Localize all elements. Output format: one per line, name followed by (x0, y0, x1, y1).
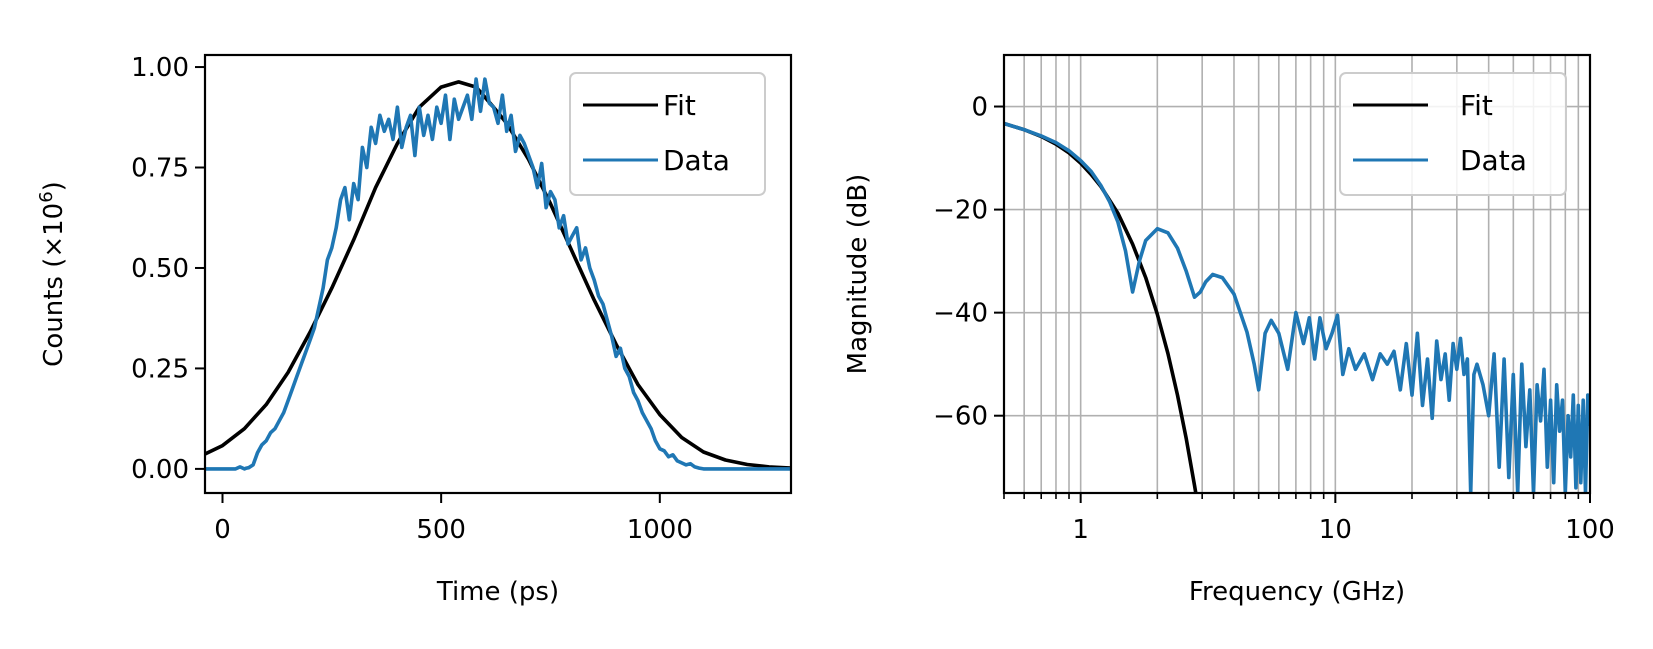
frequency-domain-legend-box (1339, 72, 1567, 196)
y-tick-label: 1.00 (131, 53, 189, 83)
x-tick-label: 0 (214, 515, 231, 545)
time-domain-plot-area (205, 77, 791, 471)
time-domain-legend-data-label: Data (663, 144, 730, 177)
frequency-domain-chart: 1 10 100 0 −20 −40 −60 Frequency (GHz) Magnit… (843, 53, 1615, 607)
x-tick-label: 100 (1565, 515, 1615, 545)
time-domain-chart: 0 500 1000 0.000.250.500.751.00 Time (ps) … (36, 53, 793, 607)
frequency-domain-y-ticks: 0 −20 −40 −60 (933, 93, 1004, 432)
time-domain-legend-fit-label: Fit (663, 89, 696, 122)
frequency-domain-y-label: Magnitude (dB) (843, 174, 873, 375)
frequency-domain-x-ticks: 1 10 100 (1003, 493, 1615, 545)
time-domain-x-label: Time (ps) (436, 577, 559, 607)
series-fit-line (1004, 121, 1198, 493)
frequency-domain-plot-area (1004, 121, 1590, 493)
series-data-line (1004, 121, 1590, 493)
y-tick-label: 0.00 (131, 455, 189, 485)
time-domain-legend: Fit Data (569, 72, 766, 196)
y-tick-label: −60 (933, 402, 988, 432)
x-tick-label: 1 (1072, 515, 1089, 545)
y-tick-label: −40 (933, 299, 988, 329)
y-tick-label: 0.75 (131, 154, 189, 184)
time-domain-x-ticks: 0 500 1000 (214, 493, 693, 545)
y-tick-label: −20 (933, 196, 988, 226)
y-tick-label: 0 (971, 93, 988, 123)
frequency-domain-x-label: Frequency (GHz) (1189, 577, 1405, 607)
x-tick-label: 500 (416, 515, 466, 545)
frequency-domain-frame (1002, 53, 1592, 495)
frequency-domain-legend-fit-label: Fit (1460, 89, 1493, 122)
time-domain-frame (203, 53, 793, 495)
time-domain-y-label: Counts (×106) (36, 181, 69, 367)
x-tick-label: 10 (1319, 515, 1352, 545)
frequency-domain-legend-data-label: Data (1460, 144, 1527, 177)
time-domain-y-ticks: 0.00 0.25 0.50 0.75 1.00 (131, 53, 205, 485)
frequency-domain-legend: Fit Data (1339, 72, 1567, 196)
x-tick-label: 1000 (627, 515, 693, 545)
y-tick-label: 0.25 (131, 354, 189, 384)
series-data-line (205, 77, 791, 471)
y-tick-label: 0.50 (131, 254, 189, 284)
